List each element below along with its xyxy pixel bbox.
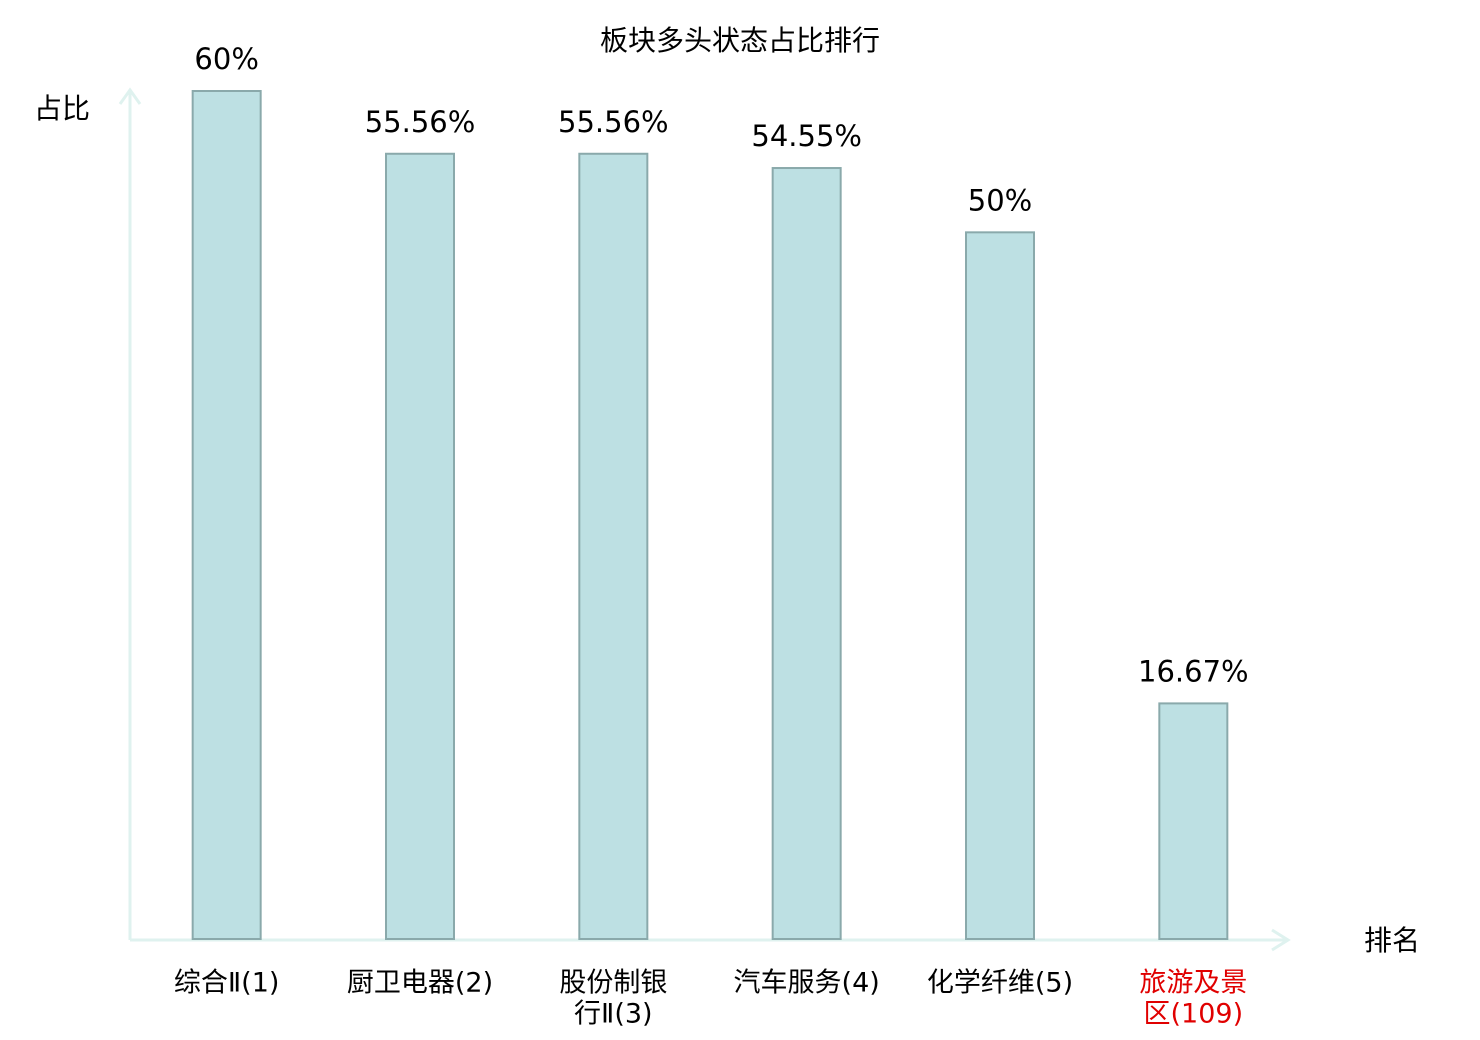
- x-tick-label: 综合Ⅱ(1): [174, 968, 280, 999]
- y-axis-label: 占比: [34, 92, 90, 125]
- value-label: 55.56%: [365, 105, 476, 139]
- x-tick-label: 旅游及景: [1139, 968, 1247, 999]
- x-axis-label: 排名: [1364, 924, 1420, 957]
- bar: [771, 167, 842, 940]
- value-label: 16.67%: [1138, 654, 1249, 688]
- x-tick-label: 化学纤维(5): [927, 968, 1073, 999]
- x-tick-label: 区(109): [1144, 999, 1244, 1030]
- bar: [578, 152, 649, 940]
- x-tick-label: 股份制银: [559, 968, 667, 999]
- bar: [191, 90, 262, 940]
- bar: [385, 152, 455, 940]
- y-axis-arrow: [118, 87, 142, 105]
- value-label: 60%: [194, 42, 258, 76]
- bar: [1158, 702, 1229, 940]
- x-axis-arrow: [1271, 928, 1291, 952]
- value-label: 54.55%: [751, 119, 862, 153]
- chart-title: 板块多头状态占比排行: [600, 24, 880, 57]
- value-label: 50%: [968, 183, 1032, 217]
- axes: [118, 87, 1291, 952]
- x-tick-label: 厨卫电器(2): [347, 968, 493, 999]
- x-tick-label: 行Ⅱ(3): [574, 999, 653, 1030]
- value-label: 55.56%: [558, 105, 669, 139]
- x-tick-label: 汽车服务(4): [734, 968, 880, 999]
- bar: [965, 231, 1035, 941]
